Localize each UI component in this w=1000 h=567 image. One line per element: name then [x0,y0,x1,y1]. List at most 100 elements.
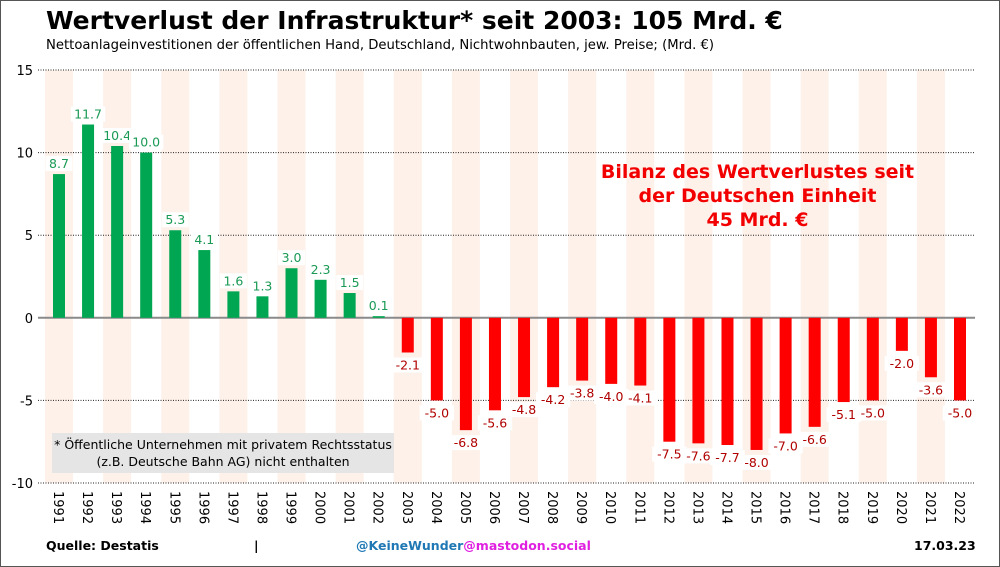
x-tick-label: 2015 [748,491,763,524]
footnote-line-2: (z.B. Deutsche Bahn AG) nicht enthalten [96,454,350,469]
y-tick-label: 10 [16,147,33,162]
x-tick-label: 2001 [341,491,356,524]
x-tick-label: 1998 [253,491,268,524]
data-label-2021: -3.6 [919,382,943,397]
bar-2017 [808,317,821,427]
data-label-2005: -6.8 [454,435,478,450]
data-label-bg [855,405,891,421]
data-label-1999: 3.0 [282,250,302,265]
bar-2004 [430,317,443,401]
x-tick-label: 1994 [137,491,152,524]
data-label-2012: -7.5 [657,447,681,462]
data-label-bg [623,390,658,406]
data-label-2020: -2.0 [890,356,914,371]
data-label-2001: 1.5 [340,275,360,290]
x-tick-label: 2002 [370,491,385,524]
data-label-2004: -5.0 [425,405,449,420]
data-label-2010: -4.0 [599,389,623,404]
data-label-bg [419,405,455,421]
data-label-2003: -2.1 [396,357,420,372]
data-label-bg [681,448,716,464]
bar-2003 [401,317,414,353]
bar-2014 [721,317,734,446]
bar-2022 [954,317,966,401]
handle-user[interactable]: @KeineWunder [356,538,464,553]
bar-1996 [198,250,211,318]
bar-1993 [111,145,124,318]
y-tick-label: 0 [25,312,33,327]
handle-server[interactable]: @mastodon.social [463,538,591,553]
x-tick-label: 2013 [689,491,704,524]
data-label-bg [249,278,276,294]
data-label-2016: -7.0 [773,438,797,453]
bar-1998 [256,296,269,318]
data-label-2015: -8.0 [744,455,768,470]
x-tick-label: 2014 [718,491,733,524]
data-label-1991: 8.7 [49,156,69,171]
date-label: 17.03.23 [914,538,976,553]
annotation-line-1: Bilanz des Wertverlustes seit [600,161,915,183]
bar-1995 [169,230,182,318]
data-label-bg [219,273,247,289]
bar-1999 [285,268,298,318]
background-stripe [626,70,655,483]
data-label-bg [99,127,135,143]
y-tick-label: 15 [16,64,33,79]
x-tick-label: 2008 [544,491,559,524]
data-label-2007: -4.8 [512,402,536,417]
data-label-bg [506,402,542,418]
data-label-2009: -3.8 [570,386,594,401]
data-label-bg [70,106,106,122]
footer-separator: | [254,538,259,553]
data-label-1993: 10.4 [103,128,131,143]
data-label-bg [710,450,745,466]
bar-2021 [924,317,937,378]
bar-2015 [750,317,763,450]
bar-1991 [53,174,65,318]
x-tick-label: 1999 [283,491,298,524]
data-label-bg [884,355,920,371]
bar-2000 [314,279,327,318]
x-tick-label: 1993 [108,491,123,524]
x-tick-label: 2022 [951,491,966,524]
data-label-2008: -4.2 [541,392,565,407]
background-stripe [858,70,887,483]
bar-2002 [372,316,385,318]
y-tick-label: -5 [20,394,33,409]
bar-2008 [547,317,560,388]
footnote-box: * Öffentliche Unternehmen mit privatem R… [52,433,394,473]
source-label: Quelle: Destatis [46,538,159,553]
data-label-bg [535,392,571,408]
social-handle[interactable]: @KeineWunder@mastodon.social [356,538,591,553]
bar-1997 [227,291,240,318]
x-tick-label: 2021 [922,491,937,524]
data-label-1992: 11.7 [74,107,102,122]
bar-2007 [518,317,531,398]
data-label-bg [594,388,629,404]
chart-title: Wertverlust der Infrastruktur* seit 2003… [46,6,783,35]
x-tick-label: 2010 [602,491,617,524]
data-label-bg [278,250,305,266]
data-label-bg [768,438,803,454]
bar-2010 [605,317,618,384]
background-stripe [916,70,945,483]
bar-2009 [576,317,589,381]
data-label-2017: -6.6 [802,432,826,447]
bar-2012 [663,317,676,442]
x-tick-label: 2016 [777,491,792,524]
data-label-bg [826,407,861,423]
y-axis-ticks: 15 10 5 0 -5 -10 [12,64,33,492]
bar-2013 [692,317,705,444]
data-label-1998: 1.3 [253,278,273,293]
data-label-1994: 10.0 [132,135,160,150]
x-tick-label: 2005 [457,491,472,524]
data-label-2013: -7.6 [686,448,710,463]
x-axis-ticks: 1991 1992 1993 1994 1995 1996 1997 1998 1999 2000… [50,491,966,524]
x-tick-label: 2011 [631,491,646,524]
bar-2020 [895,317,908,351]
bar-2018 [837,317,850,403]
x-tick-label: 1996 [195,491,210,524]
footnote-line-1: * Öffentliche Unternehmen mit privatem R… [54,437,392,452]
background-stripe [510,70,539,483]
x-tick-label: 1992 [79,491,94,524]
